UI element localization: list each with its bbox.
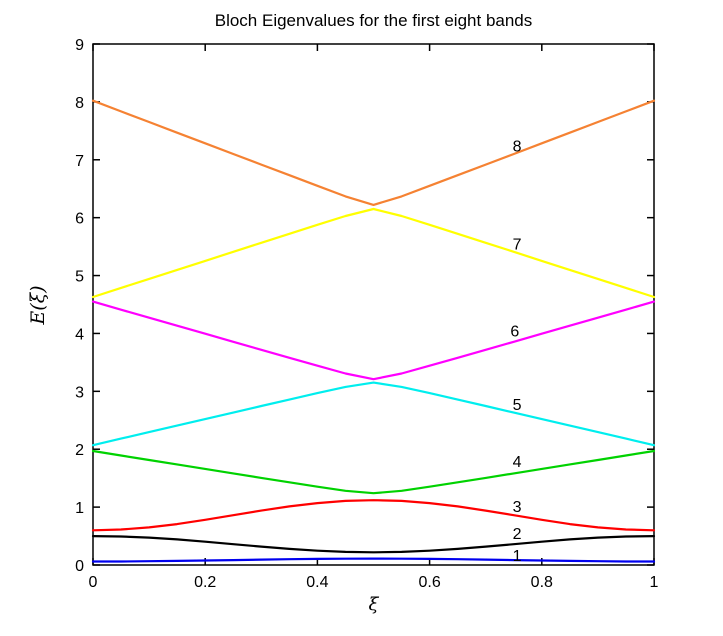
band-curve-7 (91, 207, 656, 299)
band-label-8: 8 (513, 138, 522, 155)
band-label-3: 3 (513, 499, 522, 516)
y-tick-label: 1 (75, 500, 84, 517)
y-tick-label: 4 (75, 326, 84, 343)
band-curve-3 (91, 499, 656, 532)
band-label-4: 4 (513, 454, 522, 471)
band-curve-8 (91, 99, 656, 206)
y-tick-label: 9 (75, 37, 84, 54)
y-tick-label: 8 (75, 95, 84, 112)
band-label-2: 2 (513, 526, 522, 543)
x-tick-label: 0.4 (306, 574, 328, 591)
band-curve-6 (91, 300, 656, 381)
band-curve-2 (91, 534, 656, 554)
band-label-1: 1 (513, 548, 522, 565)
band-label-6: 6 (510, 324, 519, 341)
band-curve-4 (91, 449, 656, 495)
x-tick-label: 0 (89, 574, 98, 591)
band-curve-1 (91, 557, 656, 563)
band-label-5: 5 (513, 397, 522, 414)
plot-title: Bloch Eigenvalues for the first eight ba… (214, 11, 533, 30)
x-tick-label: 0.2 (194, 574, 216, 591)
band-label-7: 7 (513, 237, 522, 254)
y-tick-label: 3 (75, 384, 84, 401)
plot-box (92, 43, 655, 566)
band-curve-5 (91, 381, 656, 447)
y-tick-label: 0 (75, 558, 84, 575)
x-tick-label: 0.8 (531, 574, 553, 591)
x-tick-label: 0.6 (418, 574, 440, 591)
x-axis-label: ξ (368, 594, 379, 615)
y-tick-label: 7 (75, 153, 84, 170)
y-tick-label: 5 (75, 269, 84, 286)
x-tick-label: 1 (650, 574, 659, 591)
y-tick-label: 6 (75, 211, 84, 228)
y-tick-label: 2 (75, 442, 84, 459)
